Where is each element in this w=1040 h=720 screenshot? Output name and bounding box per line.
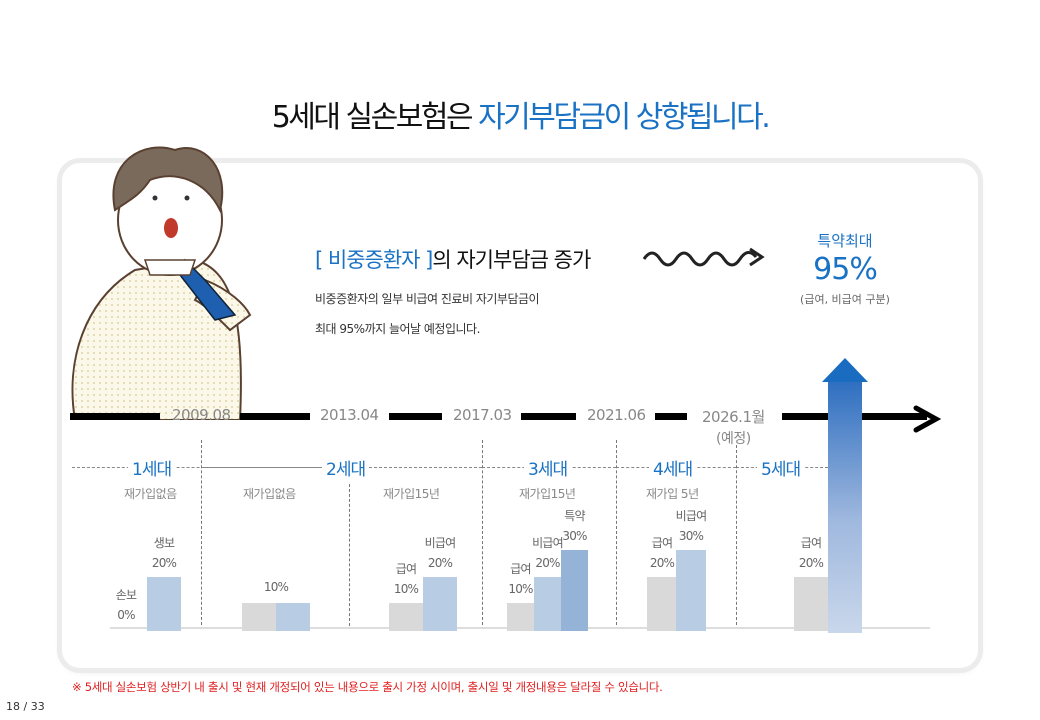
timeline-segment <box>521 413 576 420</box>
headline: [ 비중증환자 ]의 자기부담금 증가 <box>315 244 591 274</box>
headline-rest: 의 자기부담금 증가 <box>432 248 591 272</box>
bracket-close: ] <box>419 248 433 272</box>
bar-data-label: 급여 10% <box>393 561 419 596</box>
bar-생보 <box>147 576 181 631</box>
generation-1-label: 1세대 <box>128 455 176 480</box>
headline-subject: 비중증환자 <box>327 248 421 272</box>
page-title: 5세대 실손보험은 자기부담금이 상향됩니다. <box>0 92 1040 136</box>
date-label: 2009.08 <box>172 406 231 424</box>
requirement-label: 재가입없음 <box>124 487 177 501</box>
bar-급여 <box>389 602 423 631</box>
max-arrow-head <box>822 358 868 383</box>
generation-span-line <box>72 467 334 468</box>
date-label: 2017.03 <box>453 406 512 424</box>
bar-data-label: 비급여 20% <box>424 535 457 570</box>
bar-data-label: 급여 10% <box>508 561 533 596</box>
generation-divider <box>201 440 202 625</box>
bar-비급여 <box>534 576 561 631</box>
title-highlight: 자기부담금이 상향됩니다. <box>478 100 771 135</box>
generation-2-label: 2세대 <box>322 455 370 480</box>
bar-특약 <box>561 550 588 631</box>
requirement-label: 재가입15년 <box>383 487 440 501</box>
bracket-open: [ <box>315 248 328 272</box>
max-note: (급여, 비급여 구분) <box>800 293 890 306</box>
timeline-segment <box>70 413 160 420</box>
bar-특약최대 <box>828 382 862 633</box>
bar-data-label: 10% <box>263 579 289 594</box>
requirement-label: 재가입15년 <box>519 487 576 501</box>
bar-급여 <box>794 576 828 631</box>
bar-비급여 <box>423 576 457 631</box>
footnote: ※ 5세대 실손보험 상반기 내 출시 및 현재 개정되어 있는 내용으로 출시… <box>72 680 663 694</box>
bar-value <box>276 602 310 631</box>
surprised-man-illustration <box>71 146 252 420</box>
bar-data-label: 급여 20% <box>649 535 675 570</box>
description-line-1: 비중증환자의 일부 비급여 진료비 자기부담금이 <box>315 292 540 306</box>
date-label: 2021.06 <box>587 406 646 424</box>
page-indicator: 18 / 33 <box>6 700 45 713</box>
generation-3-label: 3세대 <box>524 455 572 480</box>
bar-value <box>242 602 276 631</box>
max-label: 특약최대 <box>817 232 873 250</box>
bar-비급여 <box>676 550 706 631</box>
requirement-label: 재가입 5년 <box>646 487 699 501</box>
squiggle-arrow-icon <box>642 247 765 267</box>
description-line-2: 최대 95%까지 늘어날 예정입니다. <box>315 322 480 336</box>
max-value: 95% <box>813 252 878 287</box>
title-prefix: 5세대 실손보험은 <box>271 100 479 135</box>
requirement-label: 재가입없음 <box>243 487 296 501</box>
bar-data-label: 비급여 20% <box>532 535 564 570</box>
generation-divider <box>616 440 617 625</box>
generation-divider <box>349 484 350 626</box>
bar-data-label: 비급여 30% <box>675 509 708 544</box>
bar-data-label: 급여 20% <box>798 535 824 570</box>
timeline-segment <box>655 413 687 420</box>
timeline-segment <box>389 413 442 420</box>
date-label: 2013.04 <box>320 406 379 424</box>
generation-5-label: 5세대 <box>757 455 805 480</box>
bar-급여 <box>647 576 677 631</box>
generation-divider <box>482 440 483 625</box>
generation-4-label: 4세대 <box>649 455 697 480</box>
timeline-segment <box>240 413 310 420</box>
generation-divider <box>736 445 737 625</box>
bar-data-label: 손보 0% <box>115 588 137 622</box>
bar-data-label: 생보 20% <box>151 535 177 570</box>
date-label: 2026.1월 <box>702 408 765 426</box>
bar-급여 <box>507 602 534 631</box>
date-note: (예정) <box>716 431 751 447</box>
timeline-arrow-icon <box>913 405 942 433</box>
bar-data-label: 특약 30% <box>562 509 587 544</box>
